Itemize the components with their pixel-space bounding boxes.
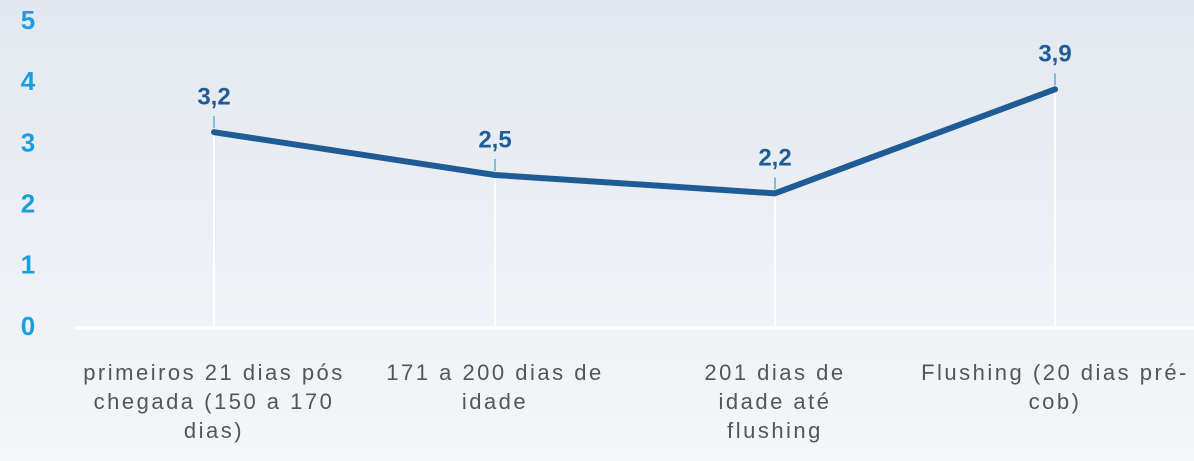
y-tick-label: 4 <box>21 66 36 96</box>
x-tick-label: 171 a 200 dias de idade <box>386 360 604 414</box>
y-tick-label: 0 <box>21 311 35 341</box>
x-tick-label: Flushing (20 dias pré-cob) <box>921 360 1189 414</box>
y-tick-label: 5 <box>21 5 35 35</box>
data-label: 2,2 <box>758 145 791 172</box>
y-tick-label: 1 <box>21 250 35 280</box>
data-label: 3,2 <box>197 84 230 111</box>
data-label: 2,5 <box>478 126 511 153</box>
y-tick-label: 3 <box>21 127 35 157</box>
x-tick-label: primeiros 21 dias pós chegada (150 a 170… <box>83 360 345 443</box>
data-label: 3,9 <box>1038 41 1071 68</box>
x-tick-label: 201 dias de idade até flushing <box>704 360 846 443</box>
line <box>211 86 1058 197</box>
y-tick-label: 2 <box>21 188 35 218</box>
